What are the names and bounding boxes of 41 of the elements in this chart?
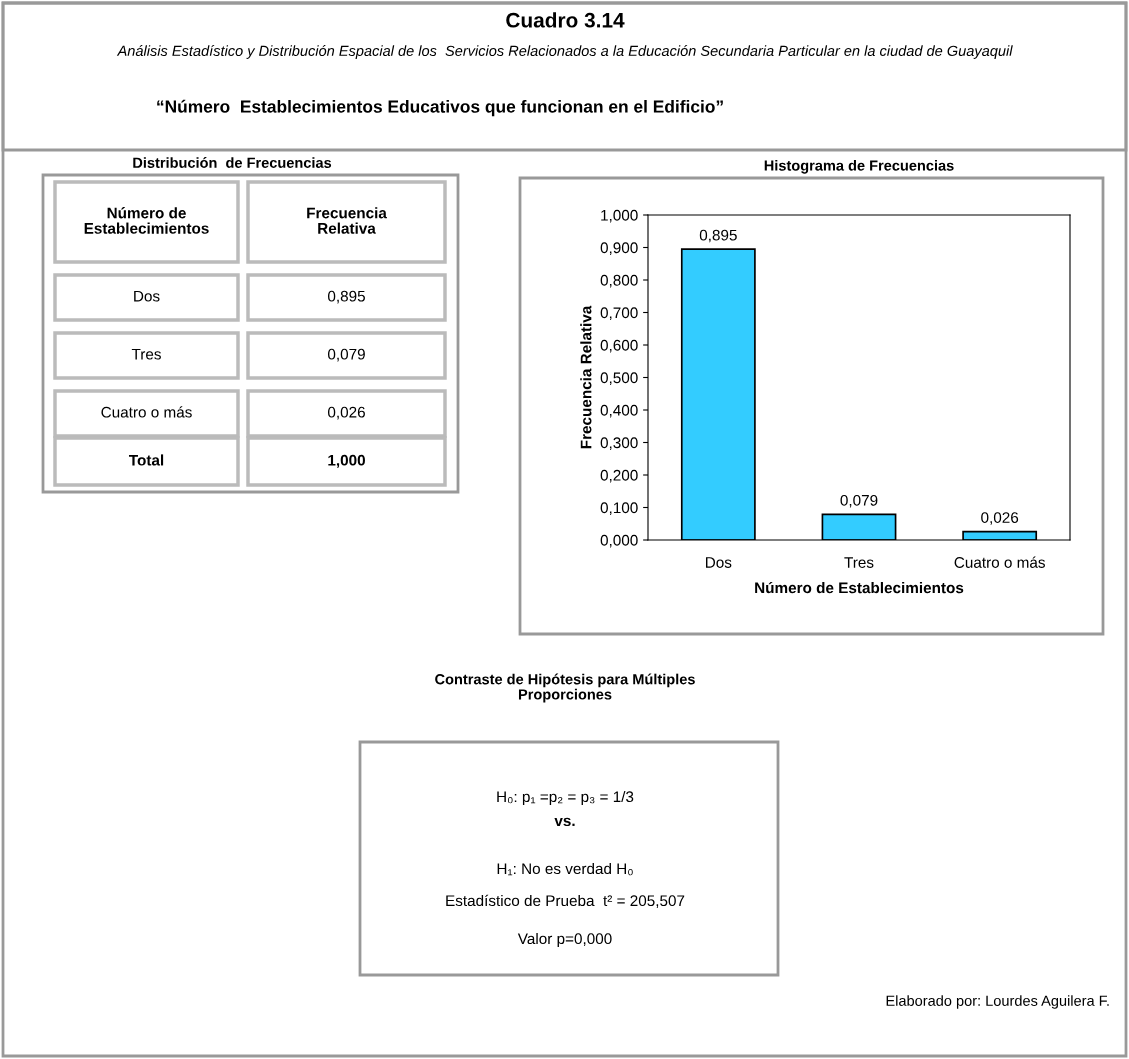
text: vs. xyxy=(554,817,575,827)
text: Número de Establecimientos xyxy=(84,207,209,234)
y-tick-label: 0,700 xyxy=(600,307,638,320)
text: Frecuencia Relativa xyxy=(307,207,387,234)
y-tick-label: 0,900 xyxy=(600,242,638,255)
text: 0,079 xyxy=(327,348,365,362)
y-tick-label: 0,100 xyxy=(600,502,638,515)
text: Estadístico de Prueba t² = 205,507 xyxy=(446,894,685,908)
y-axis-title: Frecuencia Relativa xyxy=(580,305,592,449)
y-tick-label: 0,300 xyxy=(600,437,638,450)
text: Valor p=0,000 xyxy=(517,932,612,948)
text: H₀: p₁ =p₂ = p₃ = 1/3 xyxy=(497,790,634,806)
y-tick-label: 0,000 xyxy=(600,534,638,548)
text: Cuadro 3.14 xyxy=(506,12,625,28)
x-tick-label: Tres xyxy=(844,557,874,568)
x-tick-label: Cuatro o más xyxy=(954,556,1045,568)
chart-title: Histograma de Frecuencias xyxy=(764,159,954,174)
text: Total xyxy=(128,454,164,466)
text: “Número Establecimientos Educativos que funcionan en el Edificio” xyxy=(157,99,723,117)
y-tick-label: 0,500 xyxy=(600,372,638,385)
data-label: 0,079 xyxy=(840,494,878,508)
text: Contraste de Hipótesis para Múltiples Proporciones xyxy=(435,673,695,703)
text: 0,895 xyxy=(327,290,365,304)
data-label: 0,895 xyxy=(699,229,737,243)
text: Dos xyxy=(134,290,160,302)
text: H₁: No es verdad H₀ xyxy=(497,862,633,876)
y-tick-label: 1,000 xyxy=(601,209,638,223)
text: Análisis Estadístico y Distribución Espacial de los Servicios Relacionados a la Educación Secundaria Particular en la ciudad de Guayaquil xyxy=(116,45,1013,59)
text: Tres xyxy=(131,348,161,360)
text: 0,026 xyxy=(327,406,365,420)
text: Distribución de Frecuencias xyxy=(133,157,332,168)
data-label: 0,026 xyxy=(981,512,1019,525)
text: 1,000 xyxy=(328,454,365,468)
text: Elaborado por: Lourdes Aguilera F. xyxy=(886,995,1109,1009)
x-tick-label: Dos xyxy=(706,557,732,568)
x-axis-title: Número de Establecimientos xyxy=(755,581,964,594)
y-tick-label: 0,400 xyxy=(600,404,638,418)
y-tick-label: 0,800 xyxy=(600,274,638,288)
y-tick-label: 0,200 xyxy=(600,469,638,483)
text: Cuatro o más xyxy=(101,406,192,418)
y-tick-label: 0,600 xyxy=(600,339,638,353)
